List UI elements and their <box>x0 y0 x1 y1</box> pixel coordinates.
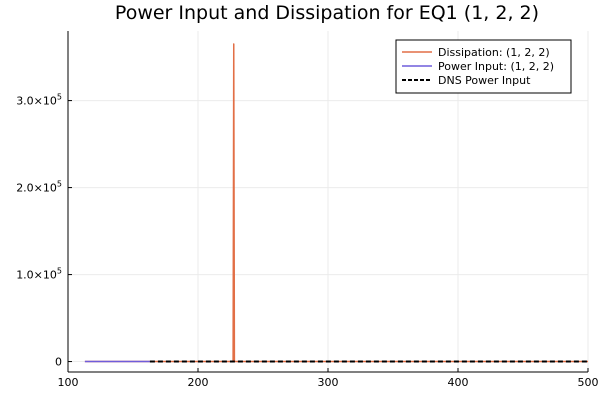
legend-label-2: DNS Power Input <box>438 74 531 87</box>
legend: Dissipation: (1, 2, 2)Power Input: (1, 2… <box>395 39 572 94</box>
legend-label-0: Dissipation: (1, 2, 2) <box>438 46 550 59</box>
y-tick-label-0: 0 <box>55 356 62 369</box>
y-tick-label-3: 3.0×105 <box>16 93 62 108</box>
tick-labels: 100 200 300 400 500 0 1.0×105 2.0×105 3.0×105 <box>16 93 598 389</box>
y-tick-label-1: 1.0×105 <box>16 267 62 282</box>
chart-title: Power Input and Dissipation for EQ1 (1, … <box>115 2 539 24</box>
axes <box>67 31 589 373</box>
legend-label-1: Power Input: (1, 2, 2) <box>438 60 554 73</box>
x-tick-label-1: 200 <box>188 376 209 389</box>
x-tick-label-4: 500 <box>578 376 599 389</box>
y-tick-label-2: 2.0×105 <box>16 180 62 195</box>
series-lines <box>84 43 588 363</box>
x-tick-label-2: 300 <box>318 376 339 389</box>
x-tick-label-3: 400 <box>448 376 469 389</box>
x-tick-label-0: 100 <box>58 376 79 389</box>
